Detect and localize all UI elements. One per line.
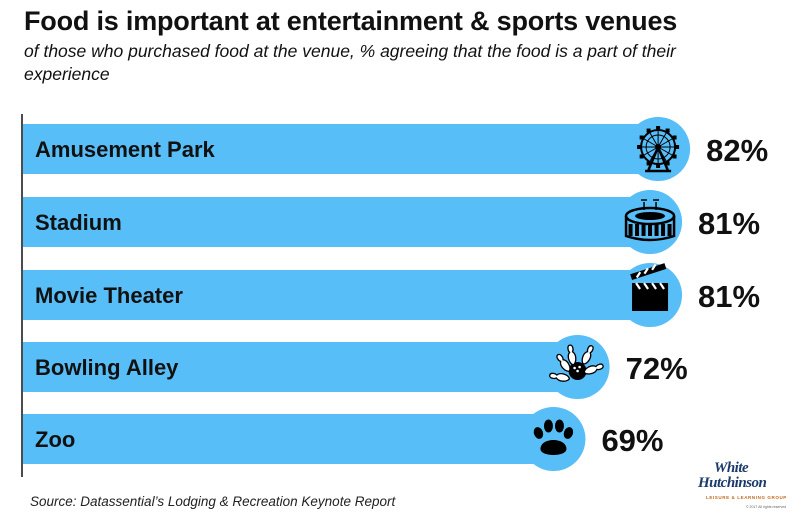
stadium-icon — [624, 199, 676, 242]
value-label-2: 81% — [698, 279, 760, 314]
logo-tagline: LEISURE & LEARNING GROUP — [706, 495, 787, 500]
value-label-4: 69% — [601, 423, 663, 458]
category-label-0: Amusement Park — [35, 137, 216, 162]
paw-print-icon — [533, 419, 574, 455]
bowling-pins-icon — [549, 344, 604, 382]
clapperboard-icon — [630, 263, 669, 311]
logo-line-1: White — [714, 460, 749, 476]
value-label-0: 82% — [706, 133, 768, 168]
chart-title: Food is important at entertainment & spo… — [24, 6, 678, 36]
chart-subtitle: of those who purchased food at the venue… — [24, 41, 676, 84]
bar-3 — [23, 342, 575, 392]
value-label-1: 81% — [698, 206, 760, 241]
value-label-3: 72% — [626, 351, 688, 386]
ferris-wheel-icon — [637, 126, 680, 173]
bar-0 — [23, 124, 656, 174]
white-hutchinson-logo: White Hutchinson LEISURE & LEARNING GROU… — [690, 460, 790, 516]
category-label-1: Stadium — [35, 210, 122, 235]
bar-cap-4 — [521, 407, 586, 471]
bar-4 — [23, 414, 551, 464]
logo-copyright: © 2017 All rights reserved — [746, 505, 787, 509]
bar-1 — [23, 197, 648, 247]
bar-2 — [23, 270, 648, 320]
bar-cap-1 — [618, 190, 683, 254]
category-label-3: Bowling Alley — [35, 355, 179, 380]
category-label-4: Zoo — [35, 427, 75, 452]
category-label-2: Movie Theater — [35, 283, 183, 308]
logo-line-2: Hutchinson — [698, 475, 767, 491]
source-note: Source: Datassential’s Lodging & Recreat… — [30, 494, 396, 509]
bar-chart: Amusement Park 82% Stadium 81% Movie Theater… — [21, 114, 768, 477]
